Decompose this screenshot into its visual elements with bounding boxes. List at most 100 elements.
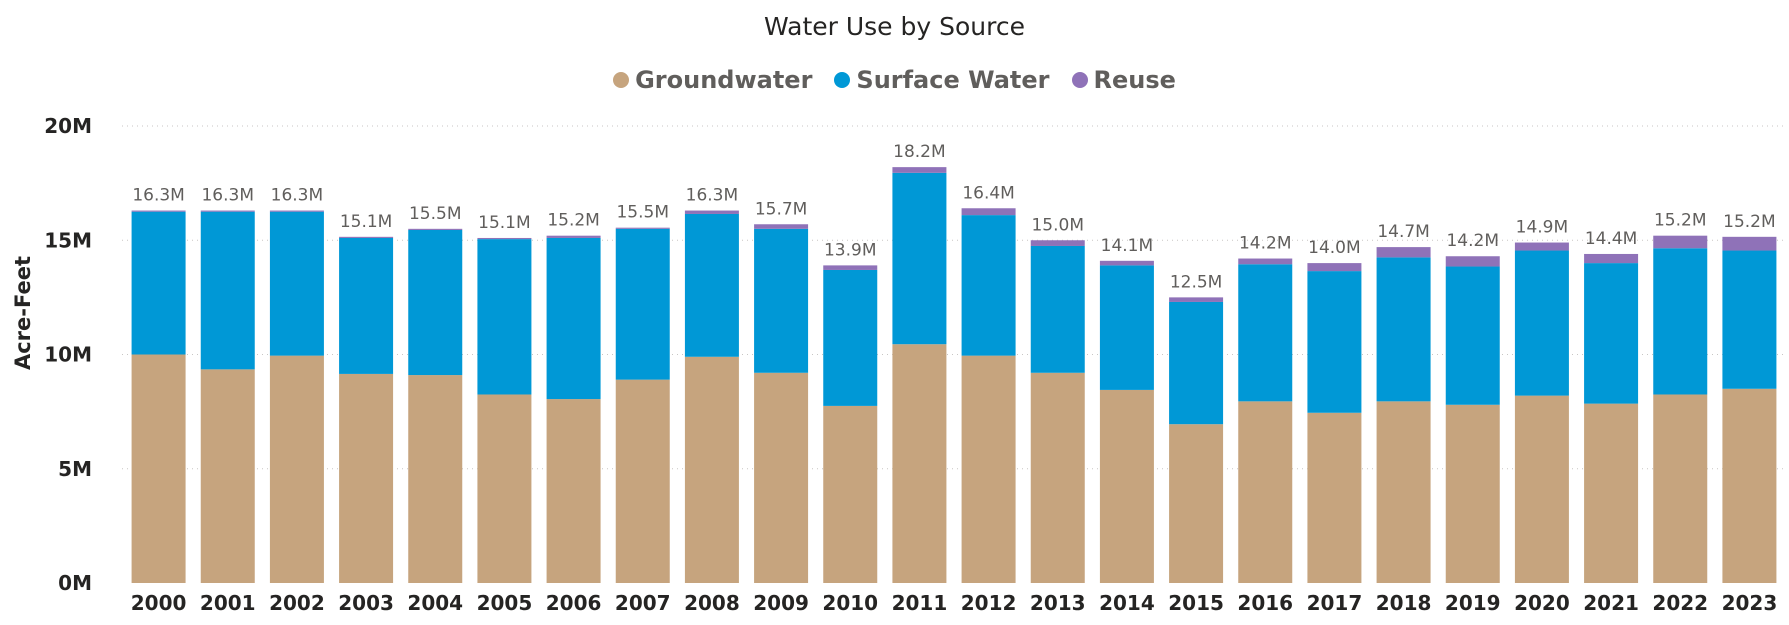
bar-segment-groundwater[interactable]	[961, 355, 1016, 583]
data-label-total: 15.1M	[478, 213, 531, 233]
bar-segment-surface-water[interactable]	[131, 211, 186, 355]
bar-segment-surface-water[interactable]	[961, 215, 1016, 356]
bar-segment-surface-water[interactable]	[339, 237, 394, 374]
bar-segment-groundwater[interactable]	[339, 373, 394, 583]
legend-item-surface-water[interactable]: Surface Water	[834, 66, 1050, 94]
bar-segment-groundwater[interactable]	[892, 344, 947, 583]
bar-segment-reuse[interactable]	[477, 237, 532, 240]
data-label-total: 16.3M	[271, 186, 324, 206]
bar-segment-surface-water[interactable]	[684, 213, 739, 357]
bar-segment-groundwater[interactable]	[1722, 388, 1777, 583]
legend-label-groundwater: Groundwater	[635, 66, 813, 94]
bar-segment-surface-water[interactable]	[1238, 264, 1293, 402]
bar-segment-surface-water[interactable]	[1584, 263, 1639, 404]
bar-segment-reuse[interactable]	[1307, 263, 1362, 272]
bar-segment-reuse[interactable]	[1722, 236, 1777, 251]
bar-segment-reuse[interactable]	[1514, 242, 1569, 251]
x-tick-label: 2011	[892, 591, 948, 615]
bar-segment-reuse[interactable]	[408, 228, 463, 230]
bar-segment-reuse[interactable]	[339, 236, 394, 238]
bar-segment-groundwater[interactable]	[269, 355, 324, 583]
bar-segment-reuse[interactable]	[269, 210, 324, 212]
bar-segment-groundwater[interactable]	[1584, 403, 1639, 583]
bar-segment-groundwater[interactable]	[684, 356, 739, 583]
bar-segment-reuse[interactable]	[961, 208, 1016, 216]
bar-segment-surface-water[interactable]	[1653, 248, 1708, 395]
bar-segment-groundwater[interactable]	[1099, 389, 1154, 583]
x-tick-label: 2001	[200, 591, 256, 615]
bar-segment-groundwater[interactable]	[1445, 404, 1500, 583]
data-label-total: 14.7M	[1377, 222, 1430, 242]
bar-segment-groundwater[interactable]	[408, 375, 463, 583]
data-label-total: 15.7M	[755, 199, 808, 219]
bar-segment-surface-water[interactable]	[1445, 266, 1500, 405]
bar-segment-surface-water[interactable]	[1030, 245, 1085, 373]
bar-segment-reuse[interactable]	[823, 265, 878, 270]
x-tick-label: 2022	[1652, 591, 1708, 615]
x-tick-label: 2010	[822, 591, 878, 615]
x-tick-label: 2023	[1722, 591, 1778, 615]
bar-segment-groundwater[interactable]	[131, 354, 186, 584]
bar-segment-reuse[interactable]	[684, 210, 739, 214]
x-tick-label: 2015	[1168, 591, 1224, 615]
bar-segment-groundwater[interactable]	[1376, 401, 1431, 583]
bar-segment-groundwater[interactable]	[200, 369, 255, 583]
bar-segment-reuse[interactable]	[546, 235, 601, 238]
bar-segment-reuse[interactable]	[1445, 256, 1500, 267]
legend-label-reuse: Reuse	[1093, 66, 1176, 94]
bar-segment-groundwater[interactable]	[1238, 401, 1293, 583]
x-tick-label: 2005	[477, 591, 533, 615]
bar-segment-reuse[interactable]	[892, 167, 947, 173]
x-tick-label: 2017	[1307, 591, 1363, 615]
x-tick-label: 2004	[407, 591, 463, 615]
data-label-total: 15.0M	[1031, 215, 1084, 235]
data-label-total: 14.2M	[1446, 231, 1499, 251]
data-label-total: 14.2M	[1239, 234, 1292, 254]
bar-segment-reuse[interactable]	[1584, 253, 1639, 264]
y-tick-label: 20M	[44, 114, 92, 138]
bar-segment-surface-water[interactable]	[546, 237, 601, 400]
bar-segment-surface-water[interactable]	[754, 228, 809, 373]
y-tick-label: 10M	[44, 343, 92, 367]
x-tick-label: 2000	[131, 591, 187, 615]
data-label-total: 15.5M	[616, 203, 669, 223]
bar-segment-groundwater[interactable]	[477, 394, 532, 583]
bar-segment-surface-water[interactable]	[892, 172, 947, 345]
bar-segment-groundwater[interactable]	[823, 405, 878, 583]
bar-segment-groundwater[interactable]	[754, 372, 809, 583]
y-tick-label: 5M	[58, 457, 92, 481]
bar-segment-groundwater[interactable]	[615, 379, 670, 583]
legend-item-reuse[interactable]: Reuse	[1071, 66, 1176, 94]
bar-segment-groundwater[interactable]	[1653, 394, 1708, 583]
bar-segment-surface-water[interactable]	[477, 239, 532, 395]
bar-segment-surface-water[interactable]	[1376, 257, 1431, 402]
data-label-total: 15.5M	[409, 204, 462, 224]
bar-segment-surface-water[interactable]	[1307, 271, 1362, 413]
bar-segment-reuse[interactable]	[1099, 260, 1154, 266]
bar-segment-reuse[interactable]	[1030, 240, 1085, 246]
bar-segment-surface-water[interactable]	[1099, 265, 1154, 390]
bar-segment-surface-water[interactable]	[1169, 301, 1224, 425]
bar-segment-groundwater[interactable]	[1307, 412, 1362, 583]
bar-segment-surface-water[interactable]	[1514, 250, 1569, 396]
bar-segment-groundwater[interactable]	[546, 399, 601, 583]
bar-segment-groundwater[interactable]	[1169, 424, 1224, 583]
bar-segment-reuse[interactable]	[1653, 235, 1708, 249]
bar-segment-surface-water[interactable]	[269, 211, 324, 356]
data-label-total: 16.3M	[132, 186, 185, 206]
bar-segment-surface-water[interactable]	[823, 269, 878, 406]
bar-segment-reuse[interactable]	[200, 210, 255, 212]
bar-segment-reuse[interactable]	[1169, 297, 1224, 302]
bar-segment-surface-water[interactable]	[200, 211, 255, 370]
bar-segment-surface-water[interactable]	[615, 228, 670, 380]
bar-segment-reuse[interactable]	[1376, 247, 1431, 258]
bar-segment-reuse[interactable]	[1238, 258, 1293, 265]
bar-segment-groundwater[interactable]	[1514, 395, 1569, 583]
bar-segment-surface-water[interactable]	[1722, 250, 1777, 389]
bar-segment-surface-water[interactable]	[408, 229, 463, 376]
legend-item-groundwater[interactable]: Groundwater	[613, 66, 812, 94]
bar-segment-reuse[interactable]	[615, 227, 670, 229]
bar-segment-reuse[interactable]	[131, 210, 186, 212]
bar-segment-reuse[interactable]	[754, 224, 809, 229]
bar-segment-groundwater[interactable]	[1030, 372, 1085, 583]
